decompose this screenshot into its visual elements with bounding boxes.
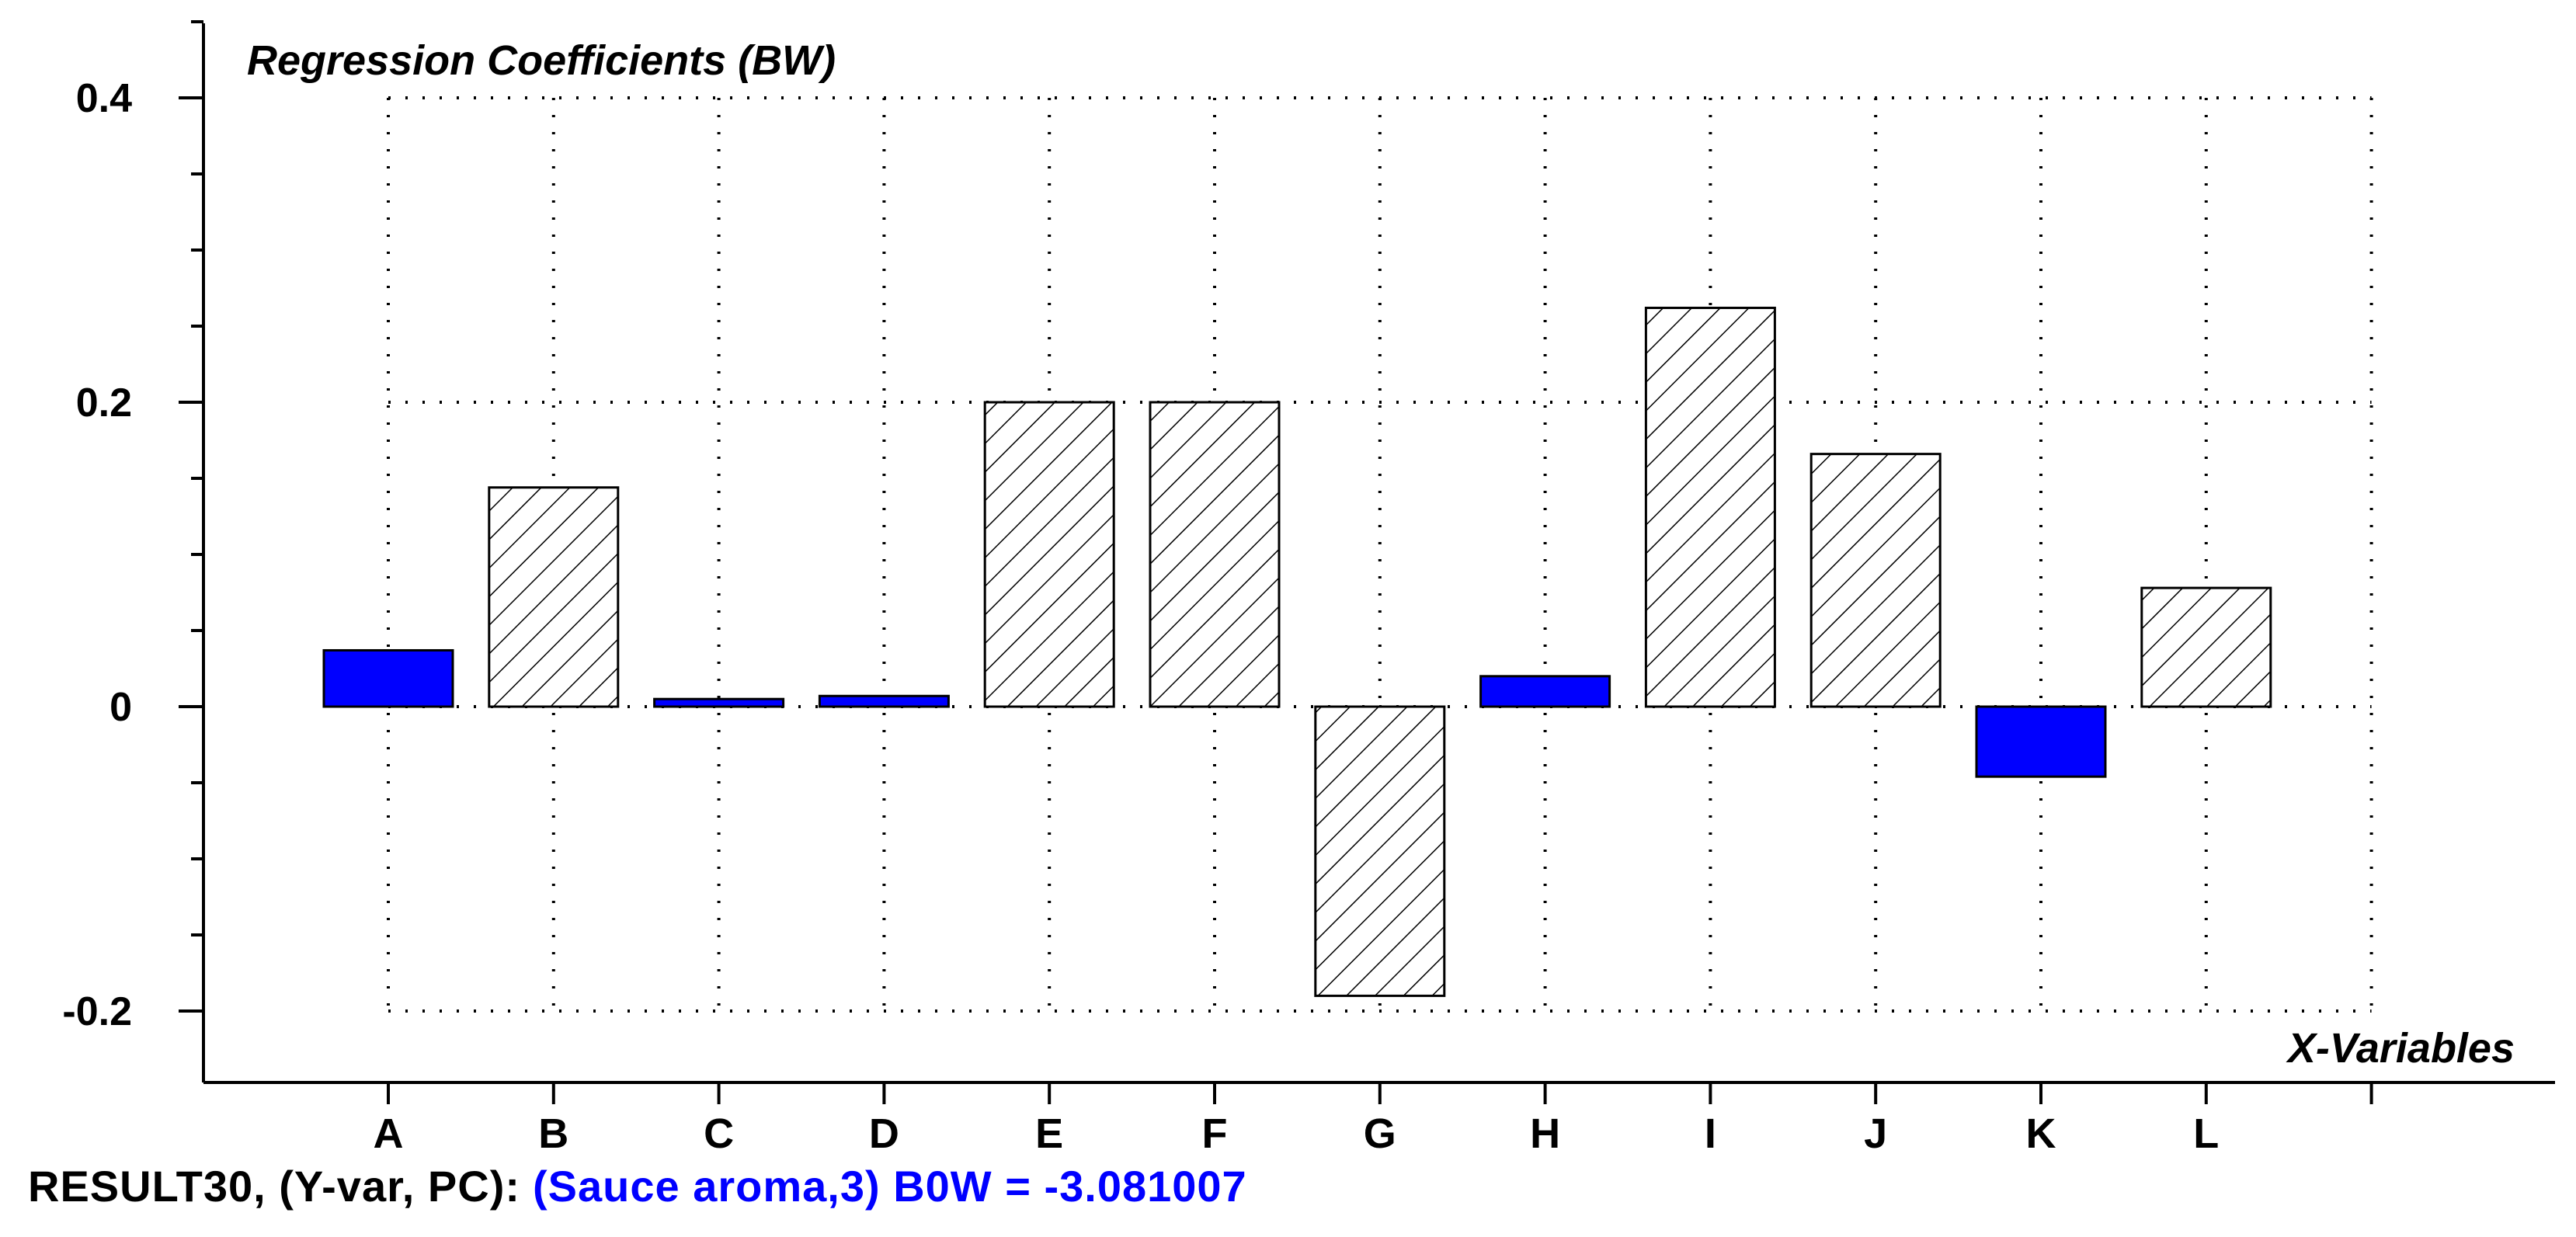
bar-C [653,697,785,708]
bar-B [488,486,620,708]
y-tick-label: 0.4 [76,76,132,121]
x-tick-label: G [1364,1110,1396,1157]
x-tick-label: D [869,1110,899,1157]
bar-J [1809,453,1942,708]
x-tick-label: E [1035,1110,1063,1157]
bar-F [1149,401,1281,708]
bar-D [818,694,950,708]
x-tick-label: I [1705,1110,1716,1157]
x-tick-label: F [1202,1110,1228,1157]
x-tick-label: L [2193,1110,2219,1157]
bar-H [1479,675,1611,708]
bar-I [1644,306,1776,708]
y-axis-ticks: -0.2 0 0.2 0.4 [62,20,203,1034]
x-axis-ticks: A B C D E F G H I J K L [374,1082,2373,1157]
y-tick-label: 0 [110,685,132,730]
x-tick-label: K [2026,1110,2056,1157]
x-tick-label: C [704,1110,734,1157]
footer-detail: (Sauce aroma,3) B0W = -3.081007 [533,1161,1247,1211]
bar-A [322,648,454,708]
x-tick-label: A [374,1110,404,1157]
y-tick-label: -0.2 [62,989,132,1034]
bar-E [983,401,1115,708]
status-footer: RESULT30, (Y-var, PC): (Sauce aroma,3) B… [28,1151,1247,1221]
x-tick-label: H [1530,1110,1560,1157]
bar-L [2140,586,2272,708]
y-tick-label: 0.2 [76,380,132,426]
bars [322,306,2272,997]
x-tick-label: B [538,1110,568,1157]
x-axis-label: X-Variables [2286,1025,2515,1072]
chart-title: Regression Coefficients (BW) [247,37,836,84]
bar-K [1975,705,2107,778]
x-tick-label: J [1864,1110,1887,1157]
bar-G [1314,705,1446,997]
footer-result-label: RESULT30, (Y-var, PC): [28,1161,521,1211]
